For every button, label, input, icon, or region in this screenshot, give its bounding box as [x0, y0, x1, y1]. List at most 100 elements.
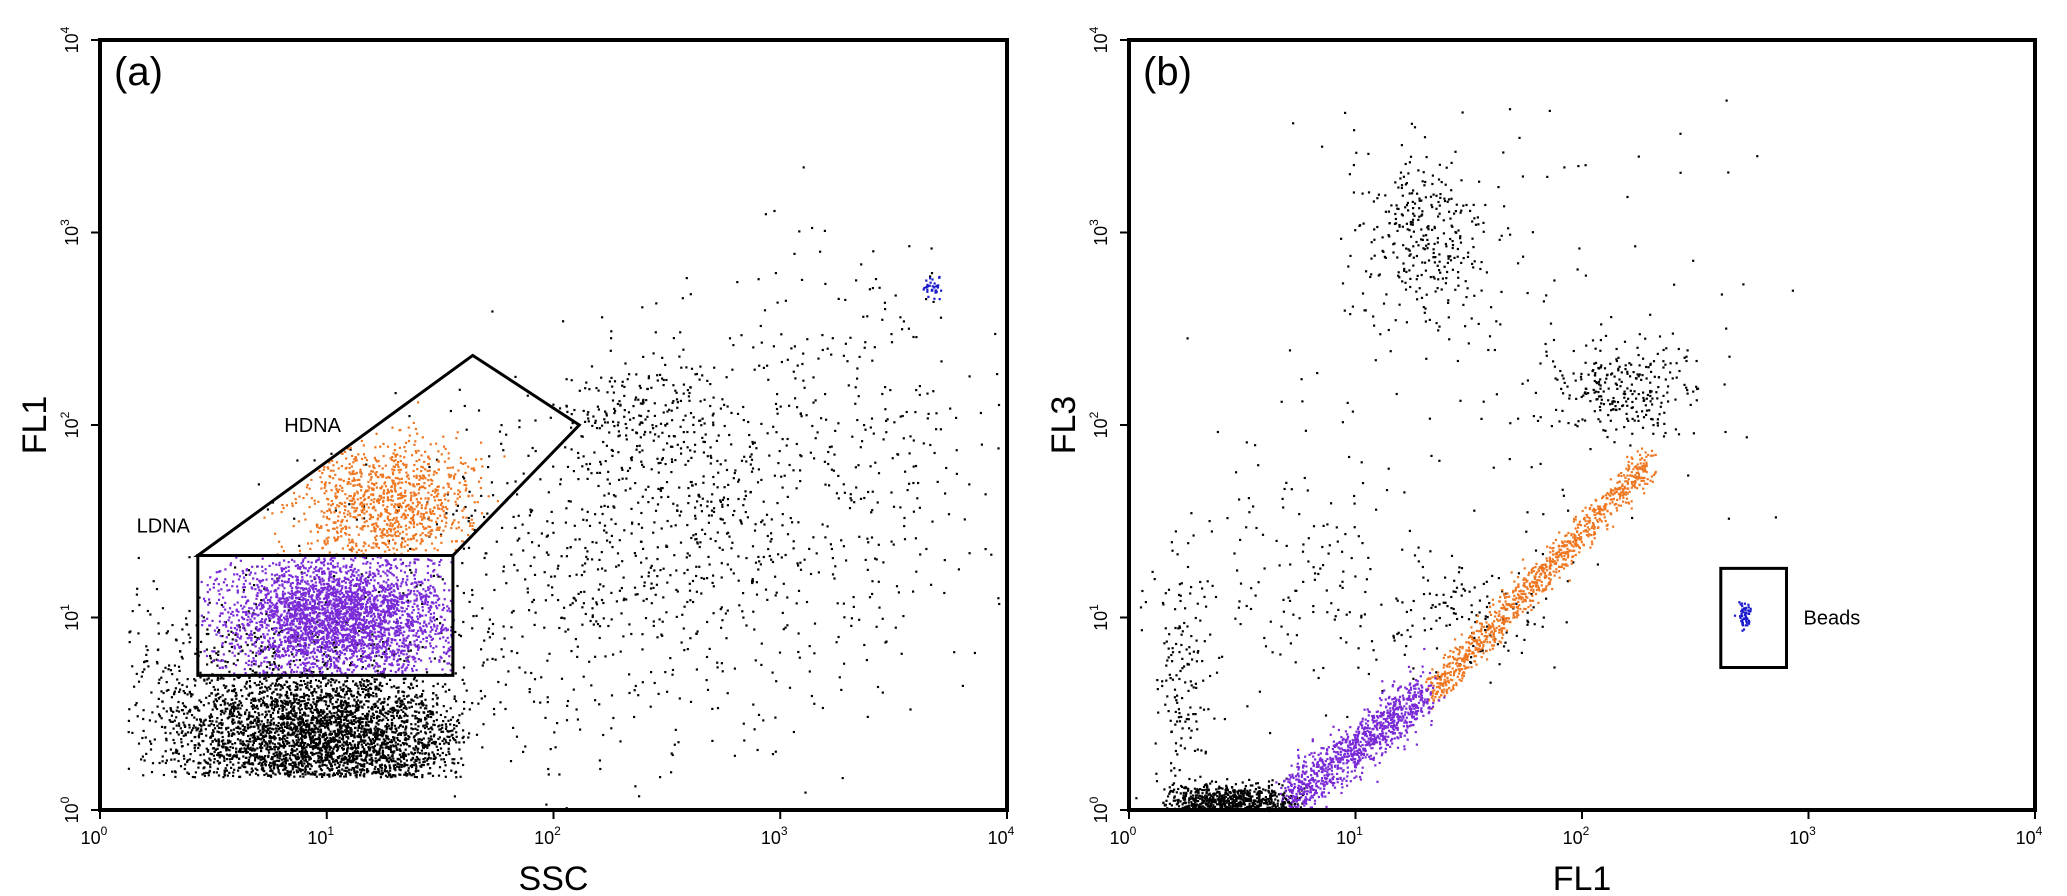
scatter-point [231, 722, 234, 725]
scatter-point [260, 764, 263, 767]
scatter-point [378, 715, 381, 718]
scatter-point [848, 507, 852, 510]
scatter-point [585, 555, 588, 558]
scatter-point [265, 735, 268, 738]
scatter-point [215, 700, 219, 703]
scatter-point [479, 689, 482, 693]
scatter-point [984, 548, 987, 551]
scatter-point [665, 611, 668, 614]
scatter-point [591, 607, 594, 610]
scatter-point [284, 716, 287, 720]
scatter-point [213, 738, 217, 741]
scatter-point [685, 556, 688, 559]
scatter-point [246, 746, 249, 749]
scatter-point [368, 749, 371, 752]
scatter-point [426, 722, 429, 725]
scatter-point [273, 760, 276, 764]
scatter-point [292, 731, 295, 734]
scatter-point [473, 528, 476, 532]
scatter-point [217, 650, 220, 653]
scatter-point [311, 751, 314, 754]
scatter-point [276, 756, 279, 759]
scatter-point [462, 729, 465, 732]
scatter-point [194, 679, 197, 682]
scatter-point [288, 757, 291, 760]
scatter-point [601, 567, 604, 570]
scatter-point [260, 686, 263, 689]
scatter-point [173, 664, 176, 667]
scatter-point [287, 697, 290, 700]
scatter-point [166, 630, 169, 633]
scatter-point [298, 709, 301, 712]
scatter-point [775, 591, 778, 594]
scatter-point [518, 426, 521, 429]
scatter-point [774, 575, 777, 578]
scatter-point [390, 728, 393, 731]
scatter-point [662, 567, 665, 570]
scatter-point [349, 729, 352, 732]
scatter-point [208, 769, 211, 772]
scatter-point [278, 750, 281, 753]
scatter-point [271, 742, 274, 745]
scatter-point [278, 764, 281, 767]
scatter-point [346, 706, 349, 709]
scatter-point [795, 487, 798, 490]
scatter-point [320, 691, 323, 694]
scatter-point [359, 683, 362, 686]
scatter-point [212, 730, 215, 733]
scatter-point [592, 623, 595, 626]
scatter-point [409, 641, 412, 644]
scatter-point [875, 625, 878, 628]
scatter-point [232, 771, 235, 774]
scatter-point [230, 630, 233, 633]
scatter-point [376, 771, 379, 774]
scatter-point [871, 490, 874, 493]
scatter-point [945, 466, 948, 470]
scatter-point [410, 571, 413, 574]
scatter-point [615, 600, 618, 603]
scatter-point [610, 448, 613, 452]
scatter-point [447, 747, 450, 750]
scatter-point [751, 545, 755, 548]
scatter-point [390, 714, 393, 717]
scatter-point [247, 762, 250, 765]
scatter-point [323, 653, 326, 656]
scatter-point [344, 773, 347, 776]
scatter-point [260, 645, 263, 648]
scatter-point [612, 420, 615, 423]
scatter-point [527, 454, 530, 457]
scatter-point [460, 757, 463, 760]
scatter-point [849, 493, 852, 496]
scatter-point [869, 465, 872, 468]
scatter-point [580, 574, 583, 577]
scatter-point [145, 645, 148, 648]
scatter-point [845, 559, 848, 562]
scatter-point [265, 665, 269, 668]
scatter-point [206, 750, 209, 753]
scatter-point [659, 422, 663, 425]
scatter-point [203, 759, 206, 762]
scatter-point [151, 711, 154, 714]
scatter-point [641, 495, 644, 498]
scatter-point [607, 624, 610, 628]
scatter-point [311, 730, 314, 733]
scatter-point [360, 754, 363, 758]
scatter-point [669, 445, 673, 448]
scatter-point [286, 769, 289, 772]
scatter-point [576, 655, 579, 658]
scatter-point [402, 753, 405, 756]
scatter-point [338, 704, 341, 707]
scatter-point [208, 601, 211, 604]
scatter-point [639, 421, 642, 424]
scatter-point [571, 602, 574, 605]
scatter-point [968, 483, 971, 486]
scatter-point [277, 664, 280, 667]
scatter-point [329, 745, 332, 748]
scatter-point [491, 657, 494, 660]
scatter-point [367, 694, 370, 697]
scatter-point [386, 718, 390, 722]
scatter-point [431, 698, 434, 701]
scatter-point [328, 741, 331, 744]
scatter-point [395, 746, 398, 749]
scatter-point [413, 710, 417, 713]
